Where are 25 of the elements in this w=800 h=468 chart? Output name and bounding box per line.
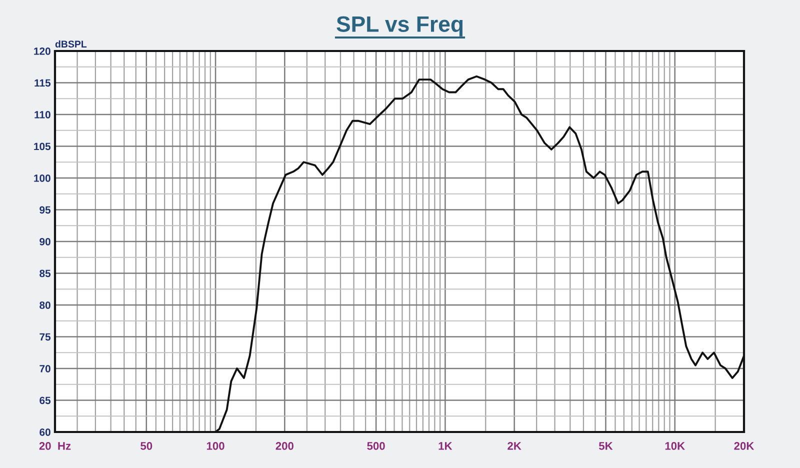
x-tick-label: 10K <box>665 442 685 450</box>
x-tick-label: 200 <box>276 442 294 450</box>
x-tick-label: 50 <box>140 442 152 450</box>
y-tick-label: 110 <box>34 111 50 118</box>
y-tick-label: 85 <box>40 270 51 278</box>
x-tick-label: 500 <box>367 442 385 450</box>
y-tick-label: 100 <box>34 174 50 182</box>
y-axis-title: dBSPL <box>55 40 87 48</box>
x-tick-label: 20 Hz <box>39 442 71 450</box>
y-tick-label: 70 <box>40 365 50 372</box>
y-tick-label: 95 <box>40 206 51 214</box>
x-tick-label: 5K <box>598 442 613 450</box>
chart-title: SPL vs Freq <box>336 16 463 36</box>
x-tick-label: 100 <box>206 442 224 450</box>
y-tick-label: 75 <box>40 333 51 341</box>
x-tick-label: 2K <box>508 442 522 450</box>
y-tick-label: 115 <box>34 79 51 87</box>
y-tick-label: 80 <box>40 302 50 309</box>
y-tick-label: 60 <box>40 428 50 436</box>
y-tick-label: 65 <box>40 396 51 404</box>
x-tick-label: 20K <box>734 442 754 450</box>
y-tick-label: 120 <box>34 48 50 55</box>
x-tick-label: 1K <box>438 442 452 450</box>
y-tick-label: 90 <box>40 238 50 246</box>
y-tick-label: 105 <box>34 142 51 150</box>
